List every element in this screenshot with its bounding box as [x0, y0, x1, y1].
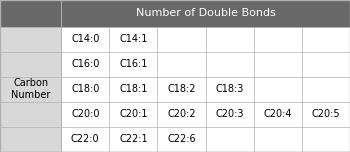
Text: C20:2: C20:2: [167, 109, 196, 119]
Text: C14:1: C14:1: [119, 34, 148, 44]
Bar: [61, 52, 109, 77]
Bar: [109, 27, 158, 52]
Bar: [254, 127, 302, 152]
Bar: [205, 102, 254, 127]
Text: Number of Double Bonds: Number of Double Bonds: [136, 8, 275, 18]
Bar: [302, 27, 350, 52]
Text: C20:1: C20:1: [119, 109, 148, 119]
Bar: [254, 102, 302, 127]
Text: C22:0: C22:0: [71, 135, 100, 144]
Bar: [254, 77, 302, 102]
Bar: [109, 52, 158, 77]
Bar: [0, 27, 61, 152]
Bar: [109, 102, 158, 127]
Text: C20:3: C20:3: [216, 109, 244, 119]
Bar: [0, 0, 61, 27]
Bar: [254, 27, 302, 52]
Bar: [302, 102, 350, 127]
Bar: [61, 27, 109, 52]
Text: C18:3: C18:3: [216, 84, 244, 94]
Text: C16:0: C16:0: [71, 59, 99, 69]
Text: C14:0: C14:0: [71, 34, 99, 44]
Bar: [302, 52, 350, 77]
Bar: [158, 102, 205, 127]
Bar: [302, 127, 350, 152]
Bar: [302, 77, 350, 102]
Bar: [109, 127, 158, 152]
Text: C18:1: C18:1: [119, 84, 148, 94]
Bar: [109, 77, 158, 102]
Bar: [158, 52, 205, 77]
Text: C20:5: C20:5: [312, 109, 340, 119]
Text: C22:1: C22:1: [119, 135, 148, 144]
Bar: [158, 27, 205, 52]
Bar: [158, 127, 205, 152]
Bar: [254, 52, 302, 77]
Text: C18:2: C18:2: [167, 84, 196, 94]
Text: C18:0: C18:0: [71, 84, 99, 94]
Bar: [205, 127, 254, 152]
Bar: [205, 52, 254, 77]
Text: C20:4: C20:4: [264, 109, 292, 119]
Bar: [205, 77, 254, 102]
Bar: [61, 77, 109, 102]
Bar: [205, 27, 254, 52]
Bar: [61, 0, 350, 27]
Text: Carbon
Number: Carbon Number: [11, 78, 50, 100]
Text: C22:6: C22:6: [167, 135, 196, 144]
Bar: [61, 102, 109, 127]
Bar: [61, 127, 109, 152]
Text: C16:1: C16:1: [119, 59, 148, 69]
Text: C20:0: C20:0: [71, 109, 99, 119]
Bar: [158, 77, 205, 102]
